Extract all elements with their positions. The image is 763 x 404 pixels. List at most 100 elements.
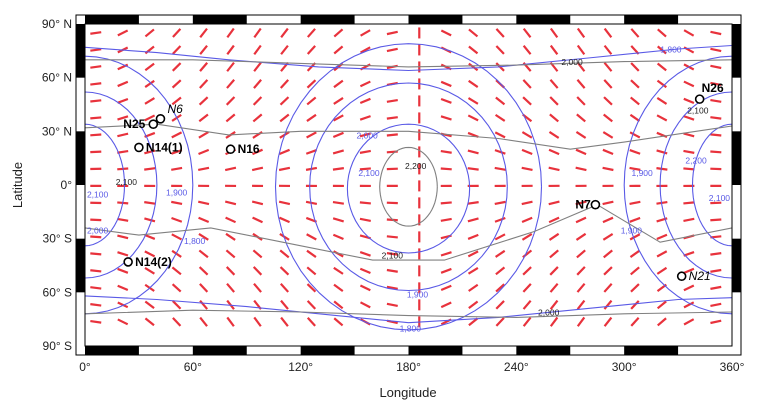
vector-mark [468,28,479,38]
vector-mark [629,166,641,171]
vector-mark [117,318,129,326]
vector-mark [144,250,156,258]
vector-mark [171,79,182,89]
vector-mark [279,249,290,259]
vector-mark [521,166,533,172]
x-tick-label: 180° [396,360,421,374]
site-label: N25 [123,117,145,131]
vector-mark [440,267,452,274]
vector-mark [90,133,102,137]
vector-mark [226,316,235,327]
vector-mark [440,201,452,205]
vector-mark [468,283,479,292]
vector-mark [333,28,344,38]
contour-gray-2000-south [85,309,732,318]
vector-mark [657,45,667,55]
vector-mark [386,252,398,256]
frame-block [76,131,85,185]
vector-mark [576,61,586,72]
vector-mark [603,266,613,276]
vector-mark [629,200,641,206]
vector-mark [306,28,316,38]
vector-mark [467,149,479,155]
vector-mark [467,201,479,205]
vector-mark [171,149,183,155]
vector-mark [252,113,263,123]
vector-mark [359,301,371,309]
vector-mark [226,44,235,56]
vector-mark [386,116,398,120]
vector-mark [576,27,586,39]
contour-blue-1900-east [623,55,732,315]
contour-label-blue: 2,100 [87,190,109,200]
vector-mark [683,115,695,121]
vector-mark [440,284,452,292]
vector-mark [333,317,344,327]
vector-mark [467,267,479,275]
contour-label-blue: 1,800 [184,236,206,246]
vector-mark [198,200,210,206]
vector-mark [629,233,641,241]
vector-mark [629,216,641,223]
vector-mark [522,266,532,276]
vector-mark [224,200,237,206]
vector-mark [440,29,452,37]
vector-mark [333,97,344,105]
frame-block [408,15,463,24]
vector-mark [467,217,479,223]
contour-blue-2000-east [659,91,732,279]
vector-mark [171,300,182,310]
vector-mark [521,216,533,224]
vector-mark [306,96,317,106]
x-tick-label: 120° [288,360,313,374]
x-tick-label: 240° [504,360,529,374]
vector-mark [253,282,262,293]
contour-gray-2100-south [85,204,732,261]
vector-mark [683,217,695,222]
vector-mark [359,201,371,205]
vector-mark [467,233,479,240]
vector-mark [226,79,236,89]
vector-mark [144,300,155,310]
vector-mark [548,216,560,224]
frame-block [192,346,247,355]
contour-gray-2100-north [85,123,732,150]
vector-mark [117,251,129,257]
vector-mark [253,61,262,72]
vector-mark [576,79,586,89]
vector-mark [548,200,560,206]
vector-mark [630,317,640,327]
y-tick-label: 60° N [42,71,72,85]
vector-mark [629,149,641,155]
vector-mark [440,251,452,257]
vector-mark [252,266,263,276]
vector-mark [549,282,559,293]
site-marker [676,271,687,282]
vector-mark [306,131,317,139]
vector-mark [602,131,614,139]
site-marker [694,94,705,104]
vector-mark [710,64,722,70]
vector-mark [576,249,586,259]
vector-mark [656,62,667,72]
vector-mark [332,200,345,205]
vector-mark [198,216,210,224]
vector-mark [602,200,614,206]
vector-mark [575,148,587,156]
y-axis-label: Latitude [10,162,25,208]
vector-mark [359,149,371,154]
vector-mark [522,27,532,38]
vector-mark [117,29,129,37]
vector-mark [306,317,316,327]
vector-mark [602,233,614,241]
vector-mark [144,28,155,38]
y-tick-label: 30° N [42,124,72,138]
vector-mark [522,44,532,55]
contour-blue-1800-south [85,295,732,324]
vector-mark [117,80,129,88]
contour-blue-2000 [309,82,508,292]
vector-mark [549,316,559,327]
vector-mark [576,44,586,56]
vector-mark [144,317,155,327]
vector-mark [332,217,344,223]
